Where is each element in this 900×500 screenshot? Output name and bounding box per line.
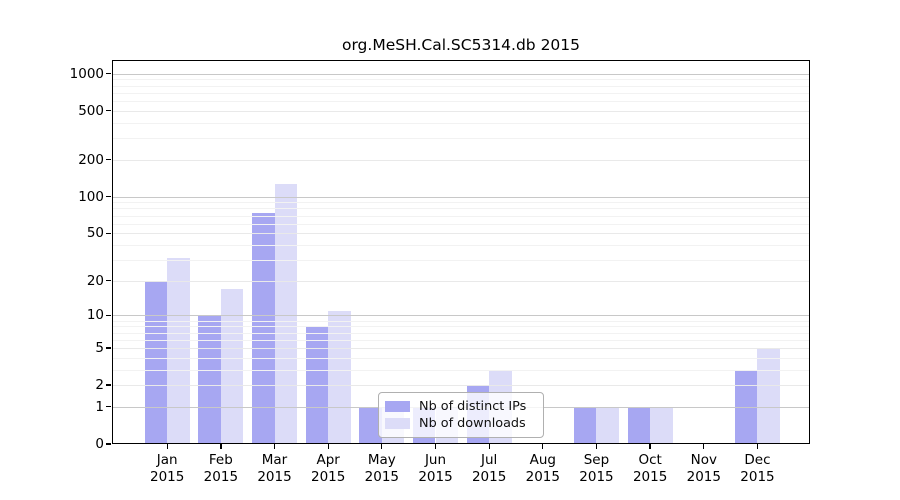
y-tick-mark: [106, 159, 111, 161]
downloads-swatch-icon: [385, 418, 410, 429]
legend-item-downloads: Nb of downloads: [385, 415, 543, 432]
minor-gridline: [112, 92, 810, 94]
x-tick-mark: [434, 444, 437, 449]
y-tick-mark: [106, 280, 111, 282]
bar-distinct-ips: [144, 280, 168, 444]
minor-gridline: [112, 215, 810, 217]
x-tick-label: Dec 2015: [740, 452, 775, 485]
major-gridline: [112, 196, 810, 198]
x-tick-label: Feb 2015: [203, 452, 239, 485]
gridline: [112, 159, 810, 161]
bar-downloads: [328, 310, 351, 444]
gridline: [112, 385, 810, 387]
minor-gridline: [112, 101, 810, 103]
x-tick-mark: [649, 444, 651, 449]
y-tick-label: 500: [78, 102, 104, 119]
y-tick-mark: [106, 314, 111, 317]
gridline: [112, 233, 810, 235]
y-tick-mark: [106, 110, 111, 112]
chart-title: org.MeSH.Cal.SC5314.db 2015: [341, 36, 581, 54]
y-tick-label: 1: [95, 398, 104, 415]
minor-gridline: [112, 339, 810, 341]
x-tick-mark: [327, 444, 329, 449]
gridline: [112, 280, 810, 282]
minor-gridline: [112, 85, 810, 87]
y-tick-mark: [106, 384, 111, 386]
bar-distinct-ips: [574, 406, 597, 444]
x-tick-label: Jun 2015: [418, 452, 453, 485]
minor-gridline: [112, 332, 810, 334]
y-tick-label: 100: [78, 188, 104, 205]
x-tick-label: Sep 2015: [579, 452, 614, 485]
minor-gridline: [112, 122, 810, 124]
bar-downloads: [167, 258, 190, 444]
gridline: [112, 347, 810, 349]
minor-gridline: [112, 357, 810, 359]
minor-gridline: [112, 79, 810, 81]
plot-area: Dec 2015 Nov 2015 Oct 2015 Sep 2015 Aug 2015 Jul 20…: [70, 60, 810, 485]
bar-downloads: [596, 406, 619, 444]
minor-gridline: [112, 259, 810, 261]
bar-distinct-ips: [627, 406, 651, 444]
bar-downloads: [757, 347, 780, 444]
minor-gridline: [112, 202, 810, 204]
x-tick-label: Oct 2015: [632, 452, 668, 485]
legend: Nb of distinct IPs Nb of downloads: [378, 392, 544, 438]
x-tick-label: Jan 2015: [150, 452, 185, 485]
x-tick-mark: [703, 444, 705, 449]
bar-distinct-ips: [359, 406, 382, 444]
minor-gridline: [112, 223, 810, 225]
x-tick-mark: [166, 444, 168, 449]
x-tick-label: Nov 2015: [686, 452, 721, 485]
x-tick-mark: [488, 444, 490, 449]
bar-distinct-ips: [735, 369, 758, 444]
minor-gridline: [112, 208, 810, 210]
legend-item-distinct-ips: Nb of distinct IPs: [385, 398, 543, 415]
x-tick-mark: [273, 444, 276, 449]
x-tick-label: Apr 2015: [310, 452, 346, 485]
distinct-ips-swatch-icon: [385, 401, 410, 412]
bar-distinct-ips: [305, 326, 329, 444]
major-gridline: [112, 315, 810, 317]
x-tick-mark: [220, 444, 222, 449]
x-tick-mark: [595, 444, 598, 449]
x-tick-mark: [756, 444, 759, 449]
legend-label: Nb of distinct IPs: [419, 399, 527, 414]
y-tick-label: 2: [95, 377, 104, 394]
bar-distinct-ips: [198, 315, 221, 444]
y-tick-label: 50: [86, 225, 104, 242]
gridline: [112, 110, 810, 112]
minor-gridline: [112, 320, 810, 322]
minor-gridline: [112, 369, 810, 371]
x-tick-mark: [381, 444, 383, 449]
bar-downloads: [274, 183, 297, 444]
y-tick-mark: [106, 347, 111, 349]
y-tick-label: 200: [78, 151, 104, 168]
y-tick-mark: [106, 443, 111, 445]
y-tick-label: 20: [86, 272, 104, 289]
minor-gridline: [112, 244, 810, 246]
bar-distinct-ips: [252, 212, 275, 444]
y-tick-label: 5: [95, 339, 104, 356]
y-tick-mark: [106, 73, 111, 75]
minor-gridline: [112, 138, 810, 140]
y-tick-mark: [106, 406, 111, 408]
x-tick-label: Jul 2015: [471, 452, 507, 485]
x-tick-mark: [542, 444, 544, 449]
legend-label: Nb of downloads: [419, 416, 526, 431]
y-tick-mark: [106, 232, 111, 234]
y-tick-label: 10: [86, 307, 104, 324]
x-tick-label: May 2015: [364, 452, 399, 485]
y-tick-label: 1000: [69, 65, 104, 82]
bar-downloads: [220, 289, 244, 444]
x-tick-label: Mar 2015: [257, 452, 292, 485]
major-gridline: [112, 73, 810, 75]
y-tick-label: 0: [95, 436, 104, 452]
bar-downloads: [650, 406, 673, 444]
y-tick-mark: [106, 195, 111, 198]
x-tick-label: Aug 2015: [525, 452, 560, 485]
minor-gridline: [112, 326, 810, 328]
